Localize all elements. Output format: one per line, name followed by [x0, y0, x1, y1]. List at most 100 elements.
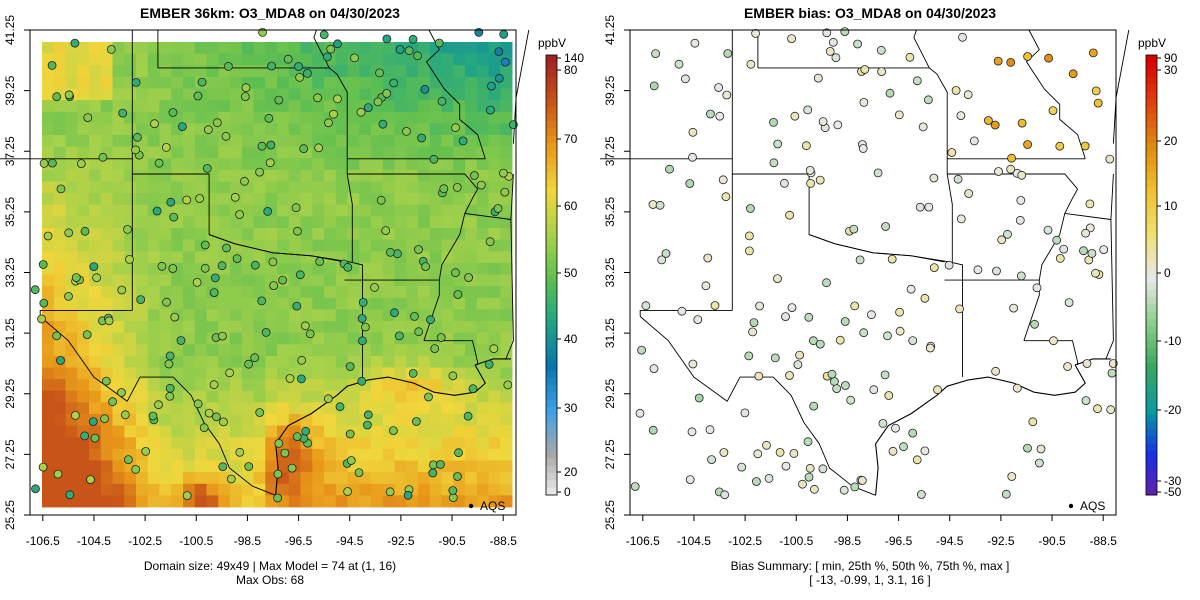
obs-site — [385, 247, 395, 257]
model-grid-cell — [418, 344, 431, 357]
obs-site — [451, 123, 461, 133]
bias-site — [1093, 404, 1102, 414]
model-grid-cell — [465, 309, 478, 322]
model-grid-cell — [406, 100, 419, 113]
bias-site — [1064, 298, 1074, 308]
model-grid-cell — [476, 135, 489, 147]
bias-site — [1106, 405, 1116, 415]
model-grid-cell — [65, 332, 78, 345]
model-grid-cell — [218, 297, 231, 310]
model-grid-cell — [218, 355, 231, 368]
bias-site — [744, 351, 754, 361]
model-grid-cell — [394, 483, 407, 496]
colorbar-step — [546, 443, 557, 452]
model-grid-cell — [359, 146, 372, 159]
model-grid-cell — [112, 309, 125, 322]
obs-site — [98, 152, 108, 162]
model-grid-cell — [382, 402, 395, 415]
model-grid-cell — [288, 251, 301, 264]
obs-site — [392, 249, 402, 259]
model-grid-cell — [136, 262, 149, 275]
model-grid-cell — [500, 65, 513, 78]
model-grid-cell — [159, 42, 172, 54]
model-grid-cell — [418, 111, 431, 124]
model-grid-cell — [359, 53, 372, 66]
model-grid-cell — [382, 344, 395, 357]
bias-site — [895, 326, 905, 336]
model-grid-cell — [53, 111, 66, 124]
model-grid-cell — [112, 344, 125, 357]
x-tick-label: -88.5 — [490, 534, 518, 548]
model-grid-cell — [206, 472, 219, 485]
obs-site — [225, 368, 235, 378]
model-grid-cell — [418, 448, 431, 461]
model-grid-cell — [335, 239, 348, 252]
obs-site — [193, 399, 203, 409]
colorbar-frame — [545, 54, 558, 496]
model-grid-cell — [171, 251, 184, 264]
model-grid-cell — [206, 100, 219, 113]
model-grid-cell — [312, 216, 325, 229]
state-border-5 — [757, 67, 948, 174]
obs-site — [357, 336, 367, 346]
model-grid-cell — [124, 204, 137, 217]
model-grid-cell — [324, 367, 337, 380]
model-grid-cell — [476, 286, 489, 299]
model-grid-cell — [406, 425, 419, 438]
model-grid-cell — [324, 321, 337, 333]
obs-site — [509, 120, 518, 129]
obs-site — [403, 490, 413, 500]
model-grid-cell — [136, 193, 149, 206]
bias-site — [997, 235, 1007, 245]
model-grid-cell — [382, 448, 395, 461]
obs-site — [222, 243, 231, 253]
model-grid-cell — [147, 379, 160, 392]
model-grid-cell — [218, 437, 231, 450]
model-grid-cell — [488, 379, 501, 392]
x-tick-label: -100.5 — [779, 534, 813, 548]
model-grid-cell — [335, 472, 348, 485]
model-grid-cell — [53, 274, 66, 287]
obs-site — [410, 311, 419, 321]
model-grid-cell — [406, 181, 419, 194]
obs-site — [278, 275, 288, 285]
model-grid-cell — [194, 448, 207, 461]
model-grid-cell — [312, 448, 325, 461]
model-grid-cell — [77, 204, 90, 217]
model-grid-cell — [206, 88, 219, 101]
model-grid-cell — [429, 390, 442, 403]
model-grid-cell — [429, 228, 442, 240]
bias-site — [916, 490, 926, 499]
model-grid-cell — [394, 344, 407, 357]
model-grid-cell — [136, 414, 149, 426]
model-grid-cell — [324, 239, 337, 252]
model-grid-cell — [300, 53, 313, 66]
model-grid-cell — [100, 111, 113, 124]
model-grid-cell — [429, 448, 442, 461]
model-grid-cell — [265, 228, 278, 240]
model-grid-cell — [488, 321, 501, 333]
obs-site — [394, 331, 404, 341]
bias-site — [1016, 195, 1026, 205]
model-grid-cell — [136, 100, 149, 113]
model-grid-cell — [89, 53, 102, 66]
model-grid-cell — [218, 100, 231, 113]
model-grid-cell — [324, 379, 337, 392]
model-grid-cell — [453, 414, 466, 426]
model-grid-cell — [42, 414, 55, 426]
model-grid-cell — [42, 76, 55, 89]
model-grid-cell — [347, 181, 360, 194]
obs-site — [299, 144, 309, 154]
colorbar-step — [546, 231, 557, 239]
bias-site — [956, 214, 966, 224]
bias-site — [703, 253, 713, 263]
model-grid-cell — [300, 169, 313, 182]
obs-site — [65, 490, 75, 500]
model-grid-cell — [500, 135, 513, 147]
model-grid-cell — [124, 321, 137, 333]
model-grid-cell — [465, 437, 478, 450]
model-grid-cell — [359, 448, 372, 461]
model-grid-cell — [100, 274, 113, 287]
obs-site — [212, 118, 222, 128]
model-grid-cell — [441, 286, 454, 299]
